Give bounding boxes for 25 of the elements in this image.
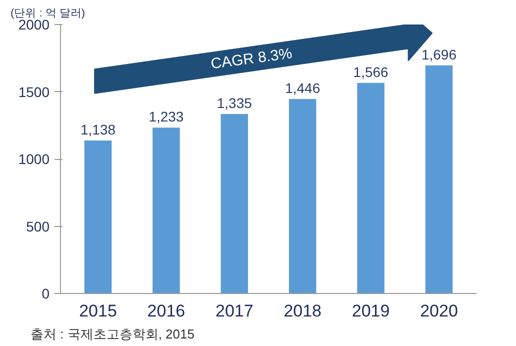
bar [84,140,112,294]
bar [152,128,180,294]
annotation: CAGR 8.3% [210,45,294,73]
bar [357,82,384,294]
data-label: 1,566 [353,64,389,80]
data-label: 1,446 [285,80,320,96]
x-tick-label: 2017 [215,302,254,320]
y-tick-label: 0 [42,286,50,302]
x-tick-label: 2018 [284,302,322,320]
data-label: 1,138 [80,121,116,138]
x-tick-label: 2020 [420,302,458,320]
bar [220,114,248,294]
x-tick-label: 2015 [79,302,117,320]
y-tick-label: 500 [26,218,50,234]
y-tick-label: 1000 [18,151,50,167]
text: (단위 : 억 달러) [10,8,86,20]
data-label: 1,233 [148,108,184,125]
bar [425,65,453,294]
bar [288,99,316,294]
y-tick-label: 1500 [18,84,50,100]
data-label: 1,696 [421,46,457,62]
x-tick-label: 2019 [352,302,390,320]
x-tick-label: 2016 [147,302,186,320]
data-label: 1,335 [216,94,252,111]
source-note: 출처 : 국제초고층학회, 2015 [30,326,194,342]
